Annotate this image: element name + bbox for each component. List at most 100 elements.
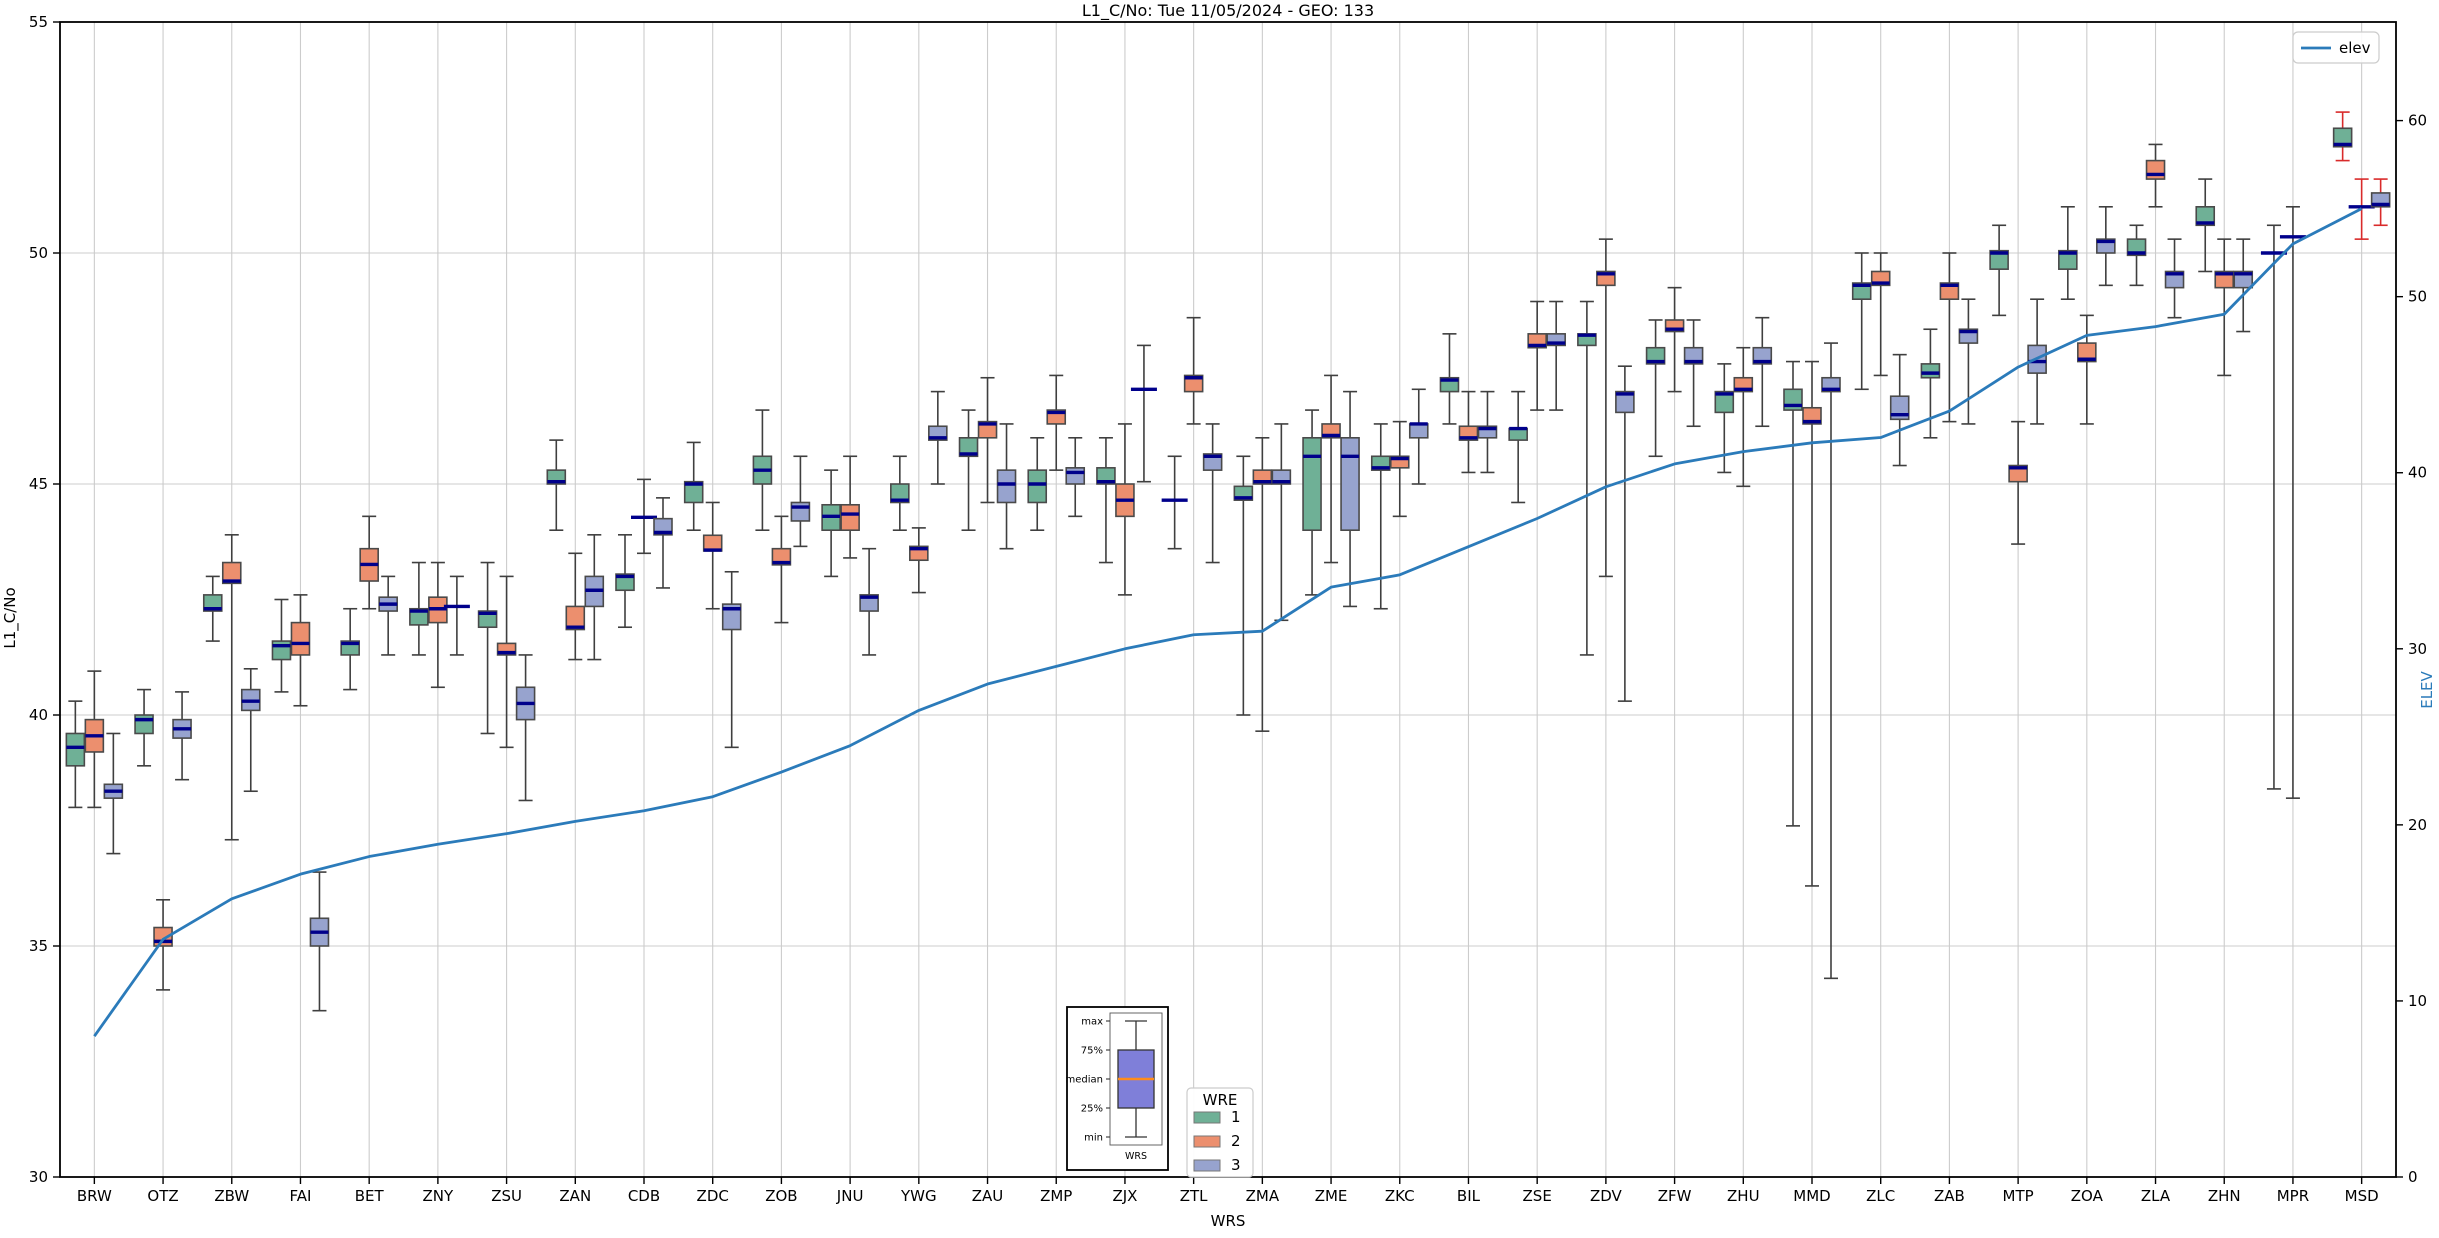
box-wre1 (2058, 249, 2078, 270)
station-label: YWG (900, 1187, 937, 1205)
station-label: CDB (628, 1187, 660, 1205)
station-label: BET (355, 1187, 385, 1205)
elev-legend: elev (2292, 31, 2380, 64)
station-label: ZTL (1180, 1187, 1208, 1205)
elev-tick-label: 50 (2408, 288, 2427, 306)
box-wre3 (996, 469, 1017, 504)
box-wre2 (2214, 270, 2235, 289)
box-wre2 (1664, 319, 1685, 333)
elev-tick-label: 60 (2408, 112, 2427, 130)
station-label: ZME (1315, 1187, 1348, 1205)
station-label: ZBW (214, 1187, 249, 1205)
elev-tick-label: 40 (2408, 464, 2427, 482)
station-label: MSD (2345, 1187, 2379, 1205)
elev-legend-label: elev (2339, 39, 2371, 57)
box-wre2 (1939, 282, 1960, 300)
box-wre2 (977, 420, 998, 439)
boxplot-anatomy-inset: max 75% median 25% min WRS (1066, 1006, 1169, 1171)
elev-line (93, 207, 2363, 1037)
box-wre1 (1508, 427, 1528, 441)
inset-x-label: WRS (1125, 1151, 1147, 1162)
station-label: JNU (836, 1187, 864, 1205)
station-label: MPR (2277, 1187, 2309, 1205)
box-wre3 (1202, 453, 1223, 471)
box-wre3 (1683, 346, 1704, 365)
box-wre3 (790, 501, 811, 522)
box-wre1 (65, 732, 86, 767)
elev-axis-label: ELEV (2418, 670, 2436, 708)
station-label: ZHU (1727, 1187, 1760, 1205)
station-label: ZAU (972, 1187, 1004, 1205)
y-tick-label: 45 (29, 475, 48, 493)
elev-tick-label: 20 (2408, 816, 2427, 834)
box-wre1 (409, 607, 429, 626)
wre-legend-rows: 1 2 3 (1193, 1108, 1241, 1174)
wre-item-label: 3 (1231, 1156, 1241, 1174)
box-wre1 (1851, 282, 1872, 300)
box-wre3 (721, 603, 742, 631)
box-wre3 (1065, 467, 1086, 485)
wre-swatch-1 (1193, 1111, 1221, 1124)
box-wre2 (2145, 159, 2166, 180)
station-label: OTZ (147, 1187, 178, 1205)
box-wre1 (1989, 249, 2009, 270)
station-label: BIL (1457, 1187, 1481, 1205)
station-label: ZFW (1658, 1187, 1692, 1205)
box-wre1 (890, 483, 910, 504)
station-label: ZNY (423, 1187, 454, 1205)
wre-item-label: 1 (1231, 1108, 1241, 1126)
box-wre1 (683, 480, 704, 504)
elev-tick-label: 10 (2408, 992, 2427, 1010)
station-label: ZSE (1523, 1187, 1552, 1205)
box-wre1 (202, 594, 223, 612)
box-wre3 (1340, 436, 1360, 531)
box-wre3 (859, 594, 879, 612)
box-wre2 (2077, 342, 2097, 363)
box-wre2 (840, 503, 860, 532)
box-wre3 (1477, 425, 1498, 439)
x-axis-label: WRS (1211, 1212, 1246, 1230)
inset-content: max 75% median 25% min (1066, 1017, 1155, 1144)
box-wre1 (958, 436, 979, 458)
box-wre1 (1027, 469, 1048, 504)
box-wre3 (2233, 270, 2254, 289)
box-wre2 (771, 547, 792, 566)
wre-legend-title: WRE (1203, 1091, 1238, 1109)
box-wre3 (1615, 390, 1635, 414)
inset-label: max (1081, 1017, 1103, 1028)
station-label: ZLA (2141, 1187, 2171, 1205)
box-wre1 (1645, 346, 1666, 365)
y-tick-label: 55 (29, 13, 48, 31)
station-label: ZLC (1866, 1187, 1895, 1205)
y-tick-label: 50 (29, 244, 48, 262)
elev-tick-label: 30 (2408, 640, 2427, 658)
y-tick-label: 40 (29, 706, 48, 724)
wre-swatch-3 (1193, 1159, 1221, 1172)
box-wre1 (477, 610, 498, 629)
station-label: ZAN (559, 1187, 591, 1205)
box-wre1 (1714, 390, 1735, 414)
station-label: FAI (290, 1187, 312, 1205)
station-label: ZDC (697, 1187, 729, 1205)
elev-legend-box (2292, 31, 2380, 64)
inset-label: 25% (1081, 1104, 1103, 1115)
box-wre2 (565, 605, 586, 631)
station-label: ZKC (1385, 1187, 1415, 1205)
box-wre3 (1408, 423, 1429, 439)
station-label: ZJX (1112, 1187, 1137, 1205)
inset-label: 75% (1081, 1046, 1103, 1057)
box-wre2 (1183, 374, 1204, 393)
box-wre1 (1920, 363, 1941, 379)
elev-tick-label: 0 (2408, 1168, 2418, 1186)
box-wre2 (2008, 464, 2028, 483)
wre-item-label: 2 (1231, 1132, 1241, 1150)
station-label: ZSU (491, 1187, 522, 1205)
wre-legend: WRE 1 2 3 (1186, 1087, 1254, 1178)
box-wre3 (2164, 270, 2185, 289)
inset-label: min (1084, 1133, 1103, 1144)
chart-title: L1_C/No: Tue 11/05/2024 - GEO: 133 (1082, 1, 1374, 21)
station-label: ZHN (2208, 1187, 2241, 1205)
box-wre2 (290, 621, 311, 656)
